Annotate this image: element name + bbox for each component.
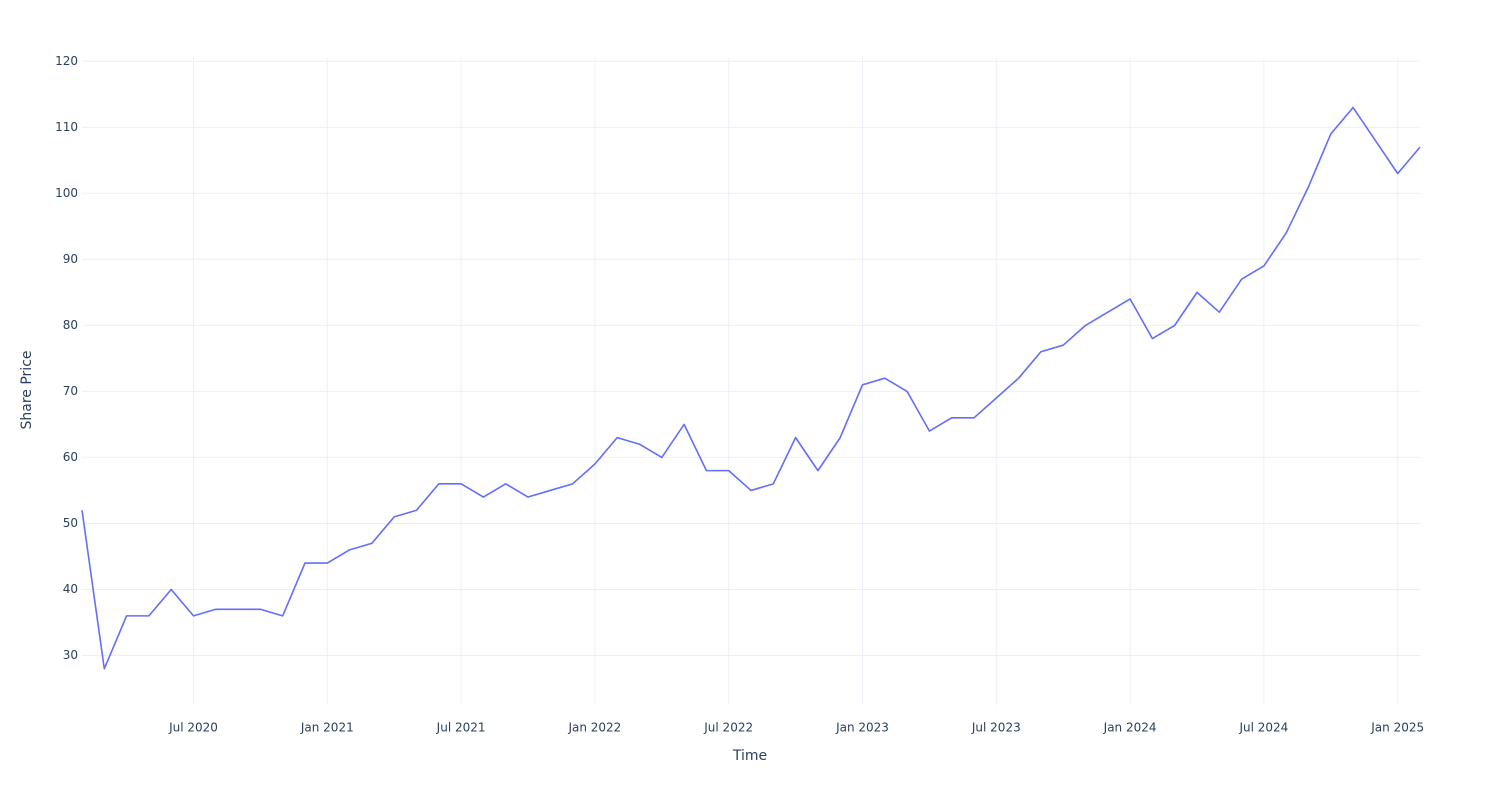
- y-tick-label: 70: [63, 384, 78, 398]
- x-tick-label: Jul 2024: [1238, 721, 1288, 735]
- y-tick-label: 120: [55, 54, 78, 68]
- price-line: [81, 106, 1421, 670]
- x-tick-label: Jul 2023: [971, 721, 1021, 735]
- x-tick-label: Jul 2022: [703, 721, 753, 735]
- y-tick-label: 50: [63, 516, 78, 530]
- x-tick-label: Jan 2023: [835, 721, 889, 735]
- x-tick-label: Jan 2022: [567, 721, 621, 735]
- x-tick-label: Jan 2021: [300, 721, 354, 735]
- y-tick-label: 110: [55, 120, 78, 134]
- x-tick-label: Jan 2024: [1103, 721, 1157, 735]
- x-tick-label: Jul 2020: [168, 721, 218, 735]
- y-tick-label: 40: [63, 582, 78, 596]
- x-tick-label: Jan 2025: [1370, 721, 1424, 735]
- x-tick-label: Jul 2021: [436, 721, 486, 735]
- x-axis-title: Time: [732, 748, 767, 764]
- y-tick-label: 60: [63, 450, 78, 464]
- y-tick-label: 30: [63, 648, 78, 662]
- y-tick-label: 90: [63, 252, 78, 266]
- y-tick-label: 80: [63, 318, 78, 332]
- y-tick-label: 100: [55, 186, 78, 200]
- y-axis-title: Share Price: [19, 350, 35, 429]
